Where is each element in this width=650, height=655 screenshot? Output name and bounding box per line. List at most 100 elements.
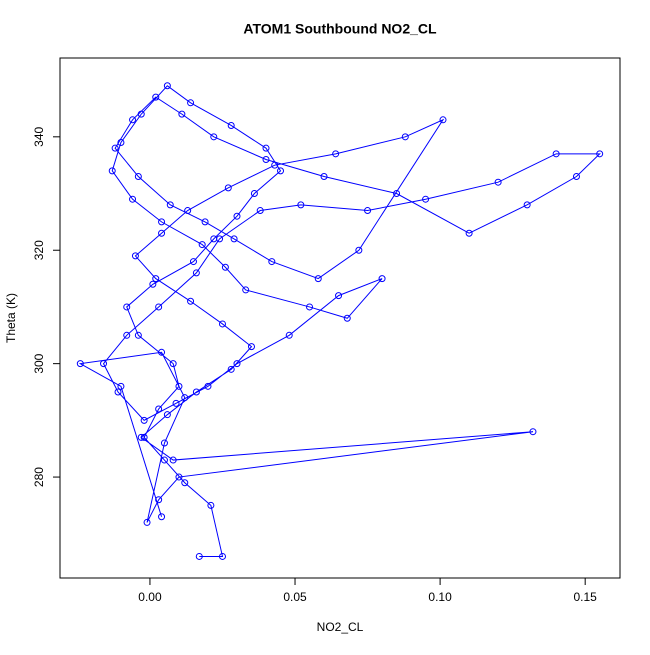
y-tick-label: 340 [32, 126, 46, 146]
data-point [117, 138, 125, 146]
data-point [129, 116, 137, 124]
data-point [155, 303, 163, 311]
data-point [187, 99, 195, 107]
data-point [137, 433, 145, 441]
data-point [230, 235, 238, 243]
data-point [137, 110, 145, 118]
data-point [158, 513, 166, 521]
data-point [343, 314, 351, 322]
data-point [178, 110, 186, 118]
data-point [210, 133, 218, 141]
chart-title: ATOM1 Southbound NO2_CL [243, 21, 437, 37]
data-point [216, 235, 224, 243]
data-point [465, 229, 473, 237]
data-point [117, 382, 125, 390]
data-point [181, 394, 189, 402]
data-point [175, 473, 183, 481]
data-point [268, 258, 276, 266]
data-point [155, 496, 163, 504]
data-point [262, 156, 270, 164]
data-point [158, 229, 166, 237]
data-point [494, 178, 502, 186]
data-point [149, 280, 157, 288]
x-tick-label: 0.00 [138, 590, 162, 604]
data-point [140, 416, 148, 424]
data-point [378, 275, 386, 283]
data-point [158, 218, 166, 226]
data-point [166, 201, 174, 209]
data-point [152, 275, 160, 283]
data-point [123, 303, 131, 311]
data-point [314, 275, 322, 283]
data-point [129, 195, 137, 203]
x-tick-label: 0.05 [283, 590, 307, 604]
data-point [100, 360, 108, 368]
data-point [169, 360, 177, 368]
data-point [143, 518, 151, 526]
data-point [181, 479, 189, 487]
data-point [192, 269, 200, 277]
data-point [393, 190, 401, 198]
data-point [172, 399, 180, 407]
data-point [189, 258, 197, 266]
data-point [262, 144, 270, 152]
data-point [201, 218, 209, 226]
data-point [108, 167, 116, 175]
data-point [111, 144, 119, 152]
data-point [134, 173, 142, 181]
x-tick-label: 0.15 [574, 590, 598, 604]
data-point [422, 195, 430, 203]
data-point [277, 167, 285, 175]
data-point [204, 382, 212, 390]
data-point [160, 456, 168, 464]
data-point [256, 207, 264, 215]
data-point [364, 207, 372, 215]
data-point [401, 133, 409, 141]
data-point [140, 433, 148, 441]
plot-frame [59, 57, 621, 579]
data-point [320, 173, 328, 181]
data-point [242, 286, 250, 294]
data-point [271, 161, 279, 169]
data-point [335, 292, 343, 300]
data-point [114, 388, 122, 396]
data-point [134, 331, 142, 339]
data-point [160, 439, 168, 447]
data-point [192, 388, 200, 396]
data-point [285, 331, 293, 339]
data-point [250, 190, 258, 198]
data-point [218, 320, 226, 328]
data-point [123, 331, 131, 339]
series-line [78, 85, 601, 557]
y-axis-label: Theta (K) [4, 293, 18, 343]
data-point [572, 173, 580, 181]
data-point [187, 297, 195, 305]
data-point [332, 150, 340, 158]
data-point [158, 348, 166, 356]
data-point [523, 201, 531, 209]
y-tick-label: 300 [32, 353, 46, 373]
data-point [297, 201, 305, 209]
data-point [227, 365, 235, 373]
data-point [306, 303, 314, 311]
data-point [207, 501, 215, 509]
y-tick-label: 280 [32, 467, 46, 487]
data-point [221, 263, 229, 271]
data-point [163, 411, 171, 419]
data-point [248, 343, 256, 351]
x-tick-label: 0.10 [428, 590, 452, 604]
data-point [163, 82, 171, 90]
data-point [195, 552, 203, 560]
data-point [552, 150, 560, 158]
data-point [233, 360, 241, 368]
data-point [184, 207, 192, 215]
y-tick-label: 320 [32, 240, 46, 260]
data-point [169, 456, 177, 464]
data-point [152, 93, 160, 101]
data-point [131, 252, 139, 260]
data-point [175, 382, 183, 390]
data-point [224, 184, 232, 192]
x-axis-label: NO2_CL [317, 620, 364, 634]
